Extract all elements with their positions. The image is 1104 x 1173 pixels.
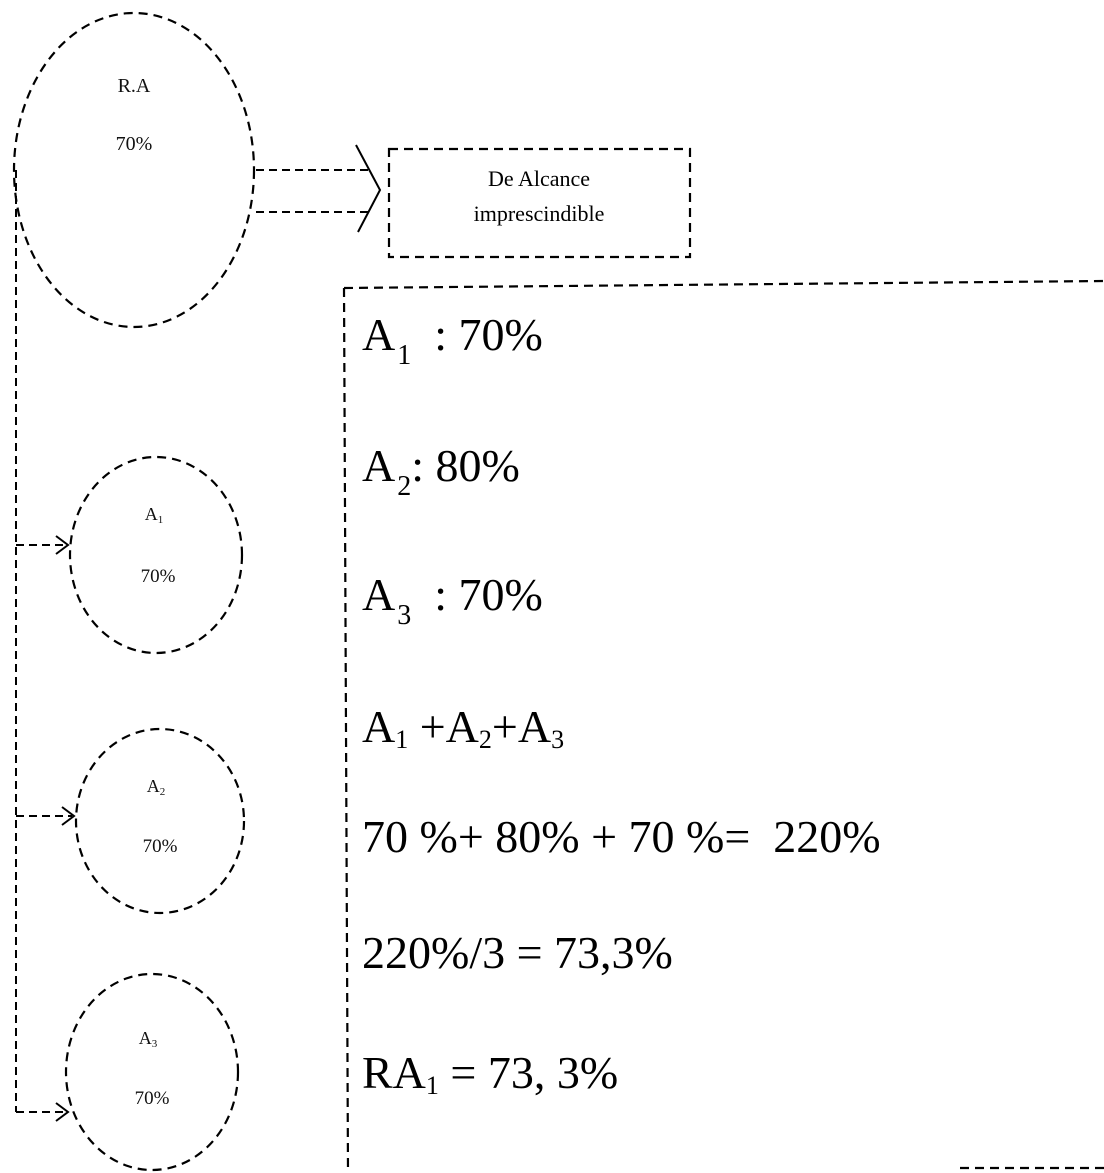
scope-rect — [387, 147, 692, 259]
arrow-head-icon — [61, 806, 76, 826]
calc-line-sum-expression: A1 +A2+A3 — [362, 701, 565, 754]
scope-line1: De Alcance — [488, 166, 590, 191]
root-to-scope-arrows — [256, 144, 382, 233]
child-node-a1: A1 70% — [68, 455, 244, 655]
calculation-panel-frame — [342, 279, 1104, 1173]
calc-line-a2: A2: 80% — [362, 440, 520, 502]
root-label: R.A — [118, 75, 151, 97]
child-label-a1: A1 — [145, 504, 164, 526]
child-node-a3: A3 70% — [64, 972, 240, 1172]
child-ellipse-a1 — [68, 455, 244, 655]
branch-a3 — [16, 1102, 70, 1122]
calc-line-final-result: RA1 = 73, 3% — [362, 1047, 619, 1100]
branch-a2 — [16, 806, 76, 826]
child-value-a1: 70% — [141, 566, 176, 587]
child-node-a2: A2 70% — [74, 727, 246, 915]
arrow-head-icon — [55, 535, 70, 555]
scope-line2: imprescindible — [474, 201, 605, 226]
calc-line-sum-result: 70 %+ 80% + 70 %= 220% — [362, 811, 881, 862]
root-ellipse — [12, 11, 256, 329]
calc-line-a1: A1 : 70% — [362, 309, 543, 371]
calc-line-a3: A3 : 70% — [362, 569, 543, 631]
double-arrow-head-icon — [355, 144, 382, 233]
root-node: R.A 70% — [12, 11, 256, 329]
scope-box: De Alcance imprescindible — [387, 147, 692, 259]
root-value: 70% — [116, 133, 153, 155]
child-ellipse-a3 — [64, 972, 240, 1172]
branch-a1 — [16, 535, 70, 555]
child-label-a3: A3 — [139, 1028, 158, 1050]
child-ellipse-a2 — [74, 727, 246, 915]
child-value-a2: 70% — [143, 836, 178, 857]
calc-line-average: 220%/3 = 73,3% — [362, 927, 673, 978]
child-value-a3: 70% — [135, 1088, 170, 1109]
arrow-head-icon — [55, 1102, 70, 1122]
child-label-a2: A2 — [147, 776, 166, 798]
